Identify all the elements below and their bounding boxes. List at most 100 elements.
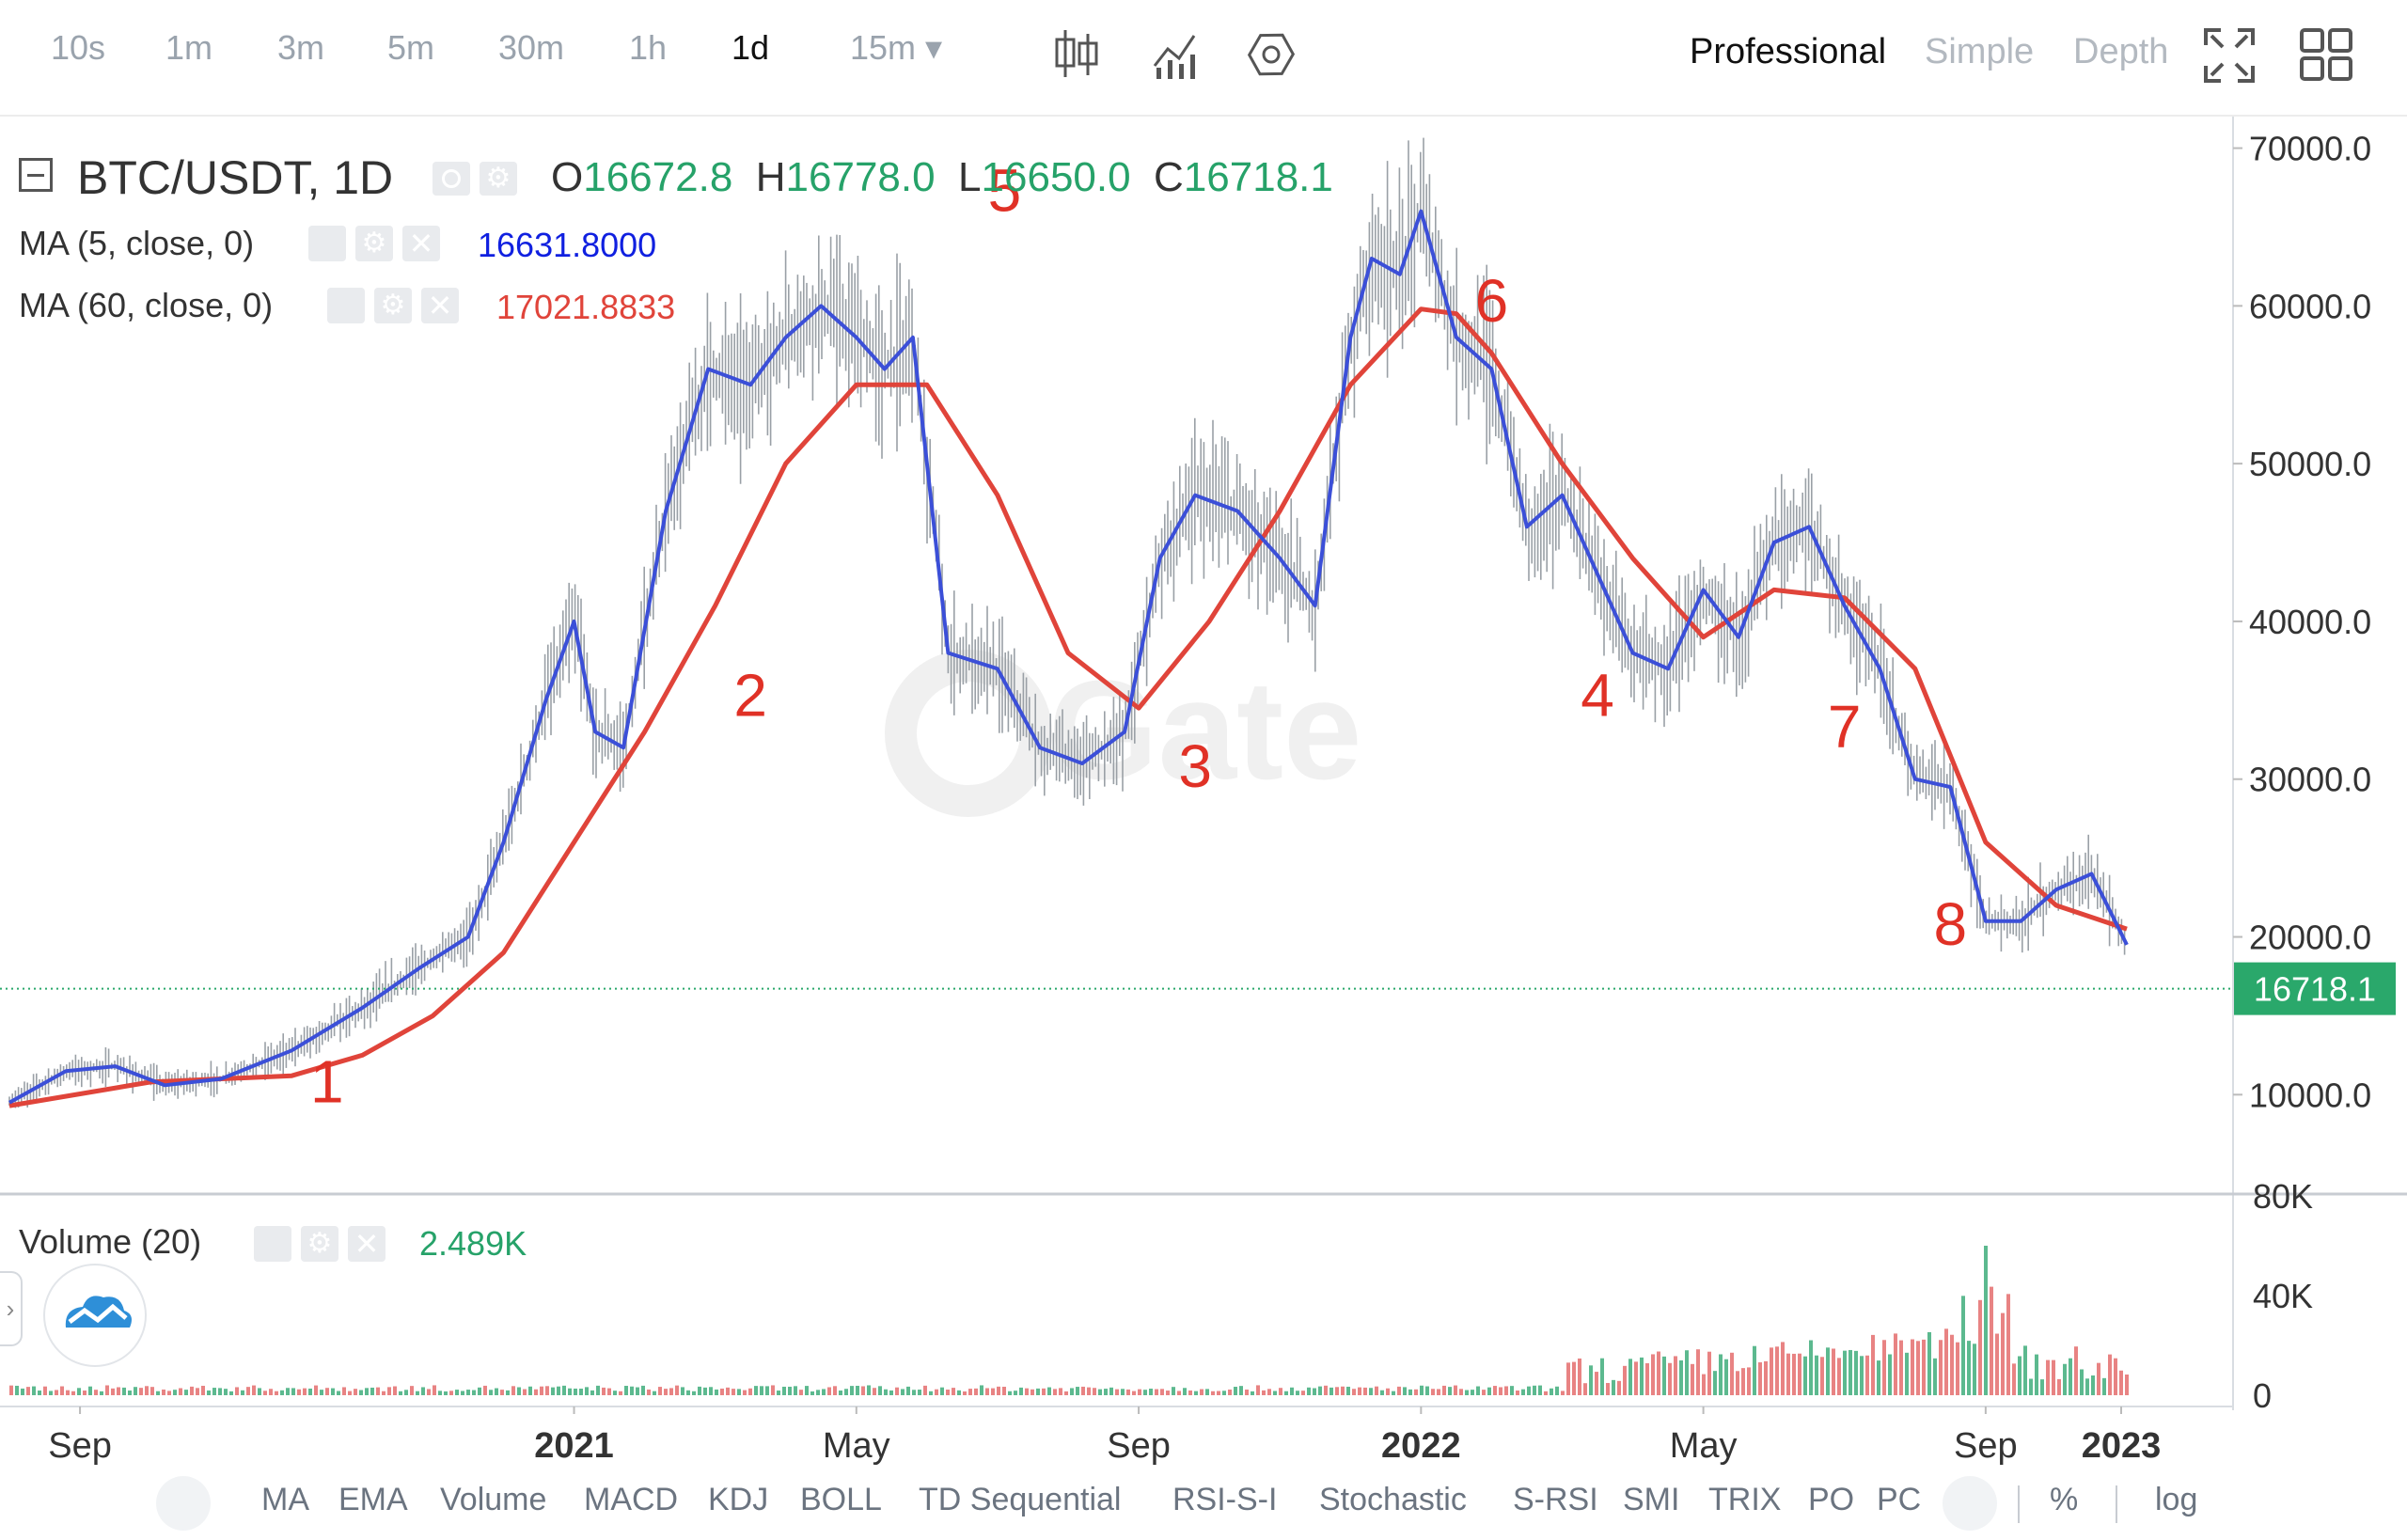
side-expand-button[interactable]: ›	[0, 1271, 23, 1346]
fullscreen-icon[interactable]	[2202, 26, 2257, 85]
indicator-td-sequential[interactable]: TD Sequential	[919, 1482, 1122, 1517]
volume-bar	[1770, 1347, 1773, 1395]
scroll-left-button[interactable]	[156, 1476, 211, 1531]
indicator-pc[interactable]: PC	[1877, 1482, 1922, 1517]
timeframe-3m[interactable]: 3m	[277, 28, 325, 67]
volume-bar	[1358, 1387, 1361, 1395]
ma5-close-icon[interactable]: ✕	[402, 226, 440, 261]
timeframe-30m[interactable]: 30m	[498, 28, 565, 67]
volume-bar	[1030, 1389, 1034, 1395]
eye-icon[interactable]	[433, 162, 470, 196]
volume-bar	[1640, 1357, 1644, 1395]
indicator-kdj[interactable]: KDJ	[708, 1482, 769, 1517]
volume-bar	[478, 1387, 481, 1395]
volume-bar	[799, 1390, 803, 1395]
ma60-close-icon[interactable]: ✕	[421, 288, 459, 323]
volume-bar	[100, 1391, 103, 1395]
volume-bar	[252, 1385, 256, 1395]
volume-bar	[1916, 1341, 1920, 1395]
volume-bar	[1674, 1356, 1677, 1395]
indicator-boll[interactable]: BOLL	[800, 1482, 882, 1517]
indicator-smi[interactable]: SMI	[1623, 1482, 1680, 1517]
volume-bar	[1053, 1389, 1057, 1395]
volume-bar	[2035, 1354, 2038, 1395]
timeframe-1m[interactable]: 1m	[165, 28, 213, 67]
volume-bar	[410, 1386, 414, 1395]
candlestick-icon[interactable]	[1053, 26, 1100, 83]
volume-eye-icon[interactable]	[254, 1226, 291, 1262]
ma60-line	[8, 306, 2128, 1108]
volume-bar	[726, 1387, 730, 1395]
volume-bar	[1296, 1391, 1299, 1395]
volume-bar	[365, 1388, 369, 1395]
volume-bar	[269, 1389, 273, 1395]
y-tick-label: 20000.0	[2249, 919, 2371, 957]
indicator-ema[interactable]: EMA	[338, 1482, 408, 1517]
volume-bar	[596, 1385, 600, 1395]
volume-bar	[359, 1390, 363, 1395]
indicator-trix[interactable]: TRIX	[1708, 1482, 1782, 1517]
volume-bar	[1437, 1389, 1440, 1395]
volume-close-icon[interactable]: ✕	[348, 1226, 385, 1262]
volume-bar	[1634, 1361, 1638, 1395]
volume-bar	[483, 1385, 487, 1395]
y-tick-label: 10000.0	[2249, 1076, 2371, 1114]
volume-bar	[771, 1385, 775, 1395]
mode-simple[interactable]: Simple	[1925, 32, 2035, 71]
indicator-s-rsi[interactable]: S-RSI	[1513, 1482, 1598, 1517]
ma5-eye-icon[interactable]	[308, 226, 346, 261]
volume-bar	[624, 1386, 628, 1395]
volume-bar	[2097, 1362, 2100, 1395]
ma60-gear-icon[interactable]: ⚙	[374, 288, 412, 323]
volume-bar	[1792, 1353, 1796, 1395]
log-toggle[interactable]: log	[2155, 1482, 2198, 1517]
volume-bar	[9, 1385, 13, 1395]
mode-professional[interactable]: Professional	[1690, 32, 1887, 71]
candlestick-series	[8, 137, 2126, 1108]
indicator-volume[interactable]: Volume	[440, 1482, 547, 1517]
volume-bar	[1431, 1389, 1435, 1395]
volume-bar	[489, 1390, 493, 1395]
ma5-gear-icon[interactable]: ⚙	[355, 226, 393, 261]
layout-grid-icon[interactable]	[2298, 26, 2354, 85]
indicator-chart-icon[interactable]	[1151, 26, 1200, 83]
volume-bar	[579, 1388, 583, 1395]
collapse-icon[interactable]	[19, 158, 53, 192]
volume-bar	[574, 1388, 577, 1395]
mode-depth[interactable]: Depth	[2073, 32, 2169, 71]
indicator-macd[interactable]: MACD	[584, 1482, 679, 1517]
volume-bar	[1014, 1391, 1017, 1395]
timeframe-dropdown[interactable]: 15m ▾	[850, 28, 943, 67]
volume-bar	[1172, 1387, 1175, 1395]
timeframe-1h[interactable]: 1h	[629, 28, 668, 67]
cloud-button[interactable]	[43, 1264, 147, 1367]
volume-bar	[2114, 1358, 2117, 1395]
ma60-eye-icon[interactable]	[327, 288, 365, 323]
volume-bar	[1217, 1391, 1220, 1395]
volume-bar	[963, 1391, 967, 1395]
volume-bar	[1143, 1390, 1147, 1395]
volume-bar	[1645, 1363, 1649, 1395]
indicator-rsi-s-i[interactable]: RSI-S-I	[1172, 1482, 1278, 1517]
volume-bar	[66, 1390, 70, 1395]
percent-toggle[interactable]: %	[2050, 1482, 2079, 1517]
indicator-stochastic[interactable]: Stochastic	[1319, 1482, 1467, 1517]
timeframe-1d[interactable]: 1d	[732, 28, 770, 67]
volume-bar	[997, 1386, 1000, 1395]
settings-hexagon-icon[interactable]	[1247, 26, 1296, 83]
volume-gear-icon[interactable]: ⚙	[301, 1226, 338, 1262]
volume-bar	[895, 1387, 899, 1395]
scroll-right-button[interactable]	[1943, 1476, 1997, 1531]
indicator-ma[interactable]: MA	[261, 1482, 309, 1517]
volume-bar	[246, 1387, 250, 1395]
volume-bar	[1414, 1389, 1418, 1395]
timeframe-5m[interactable]: 5m	[387, 28, 435, 67]
gear-icon[interactable]: ⚙	[480, 162, 517, 196]
volume-bar	[534, 1389, 538, 1395]
volume-bar	[1719, 1354, 1723, 1395]
indicator-po[interactable]: PO	[1808, 1482, 1855, 1517]
volume-bar	[1352, 1389, 1356, 1395]
timeframe-10s[interactable]: 10s	[51, 28, 106, 67]
price-chart[interactable]: Gate 70000.0 60000.0 50000.0 40000.0 30000.0…	[0, 0, 2407, 1467]
volume-bar	[1747, 1367, 1751, 1395]
